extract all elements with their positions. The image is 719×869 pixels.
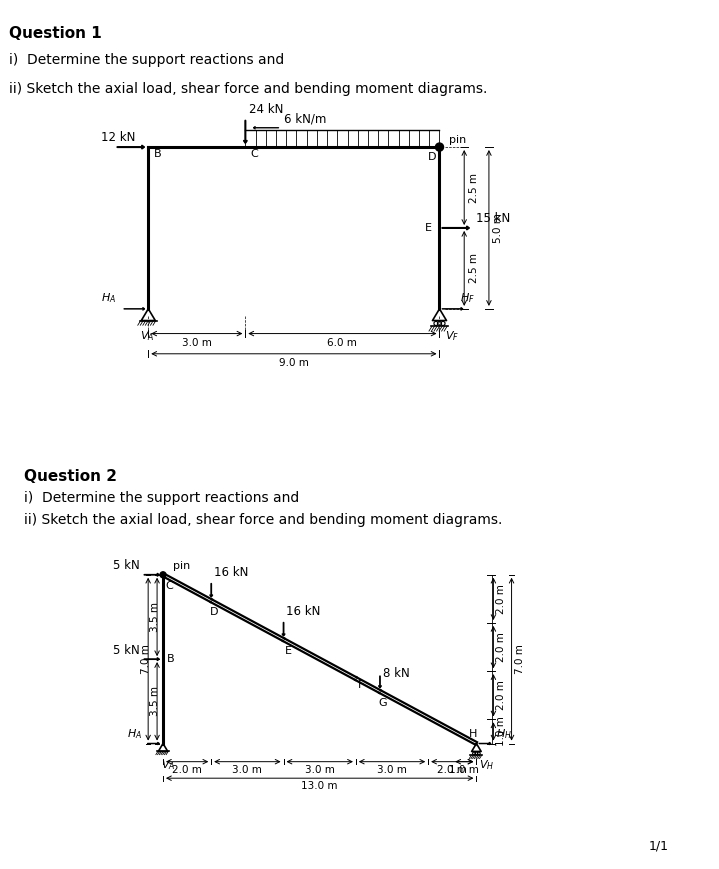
Text: 5 kN: 5 kN: [113, 644, 140, 656]
Text: pin: pin: [449, 135, 467, 145]
Text: 1.0 m: 1.0 m: [449, 765, 480, 775]
Text: B: B: [168, 654, 175, 664]
Text: E: E: [285, 647, 292, 656]
Text: $V_A$: $V_A$: [140, 329, 155, 343]
Text: H: H: [469, 728, 477, 739]
Text: 6 kN/m: 6 kN/m: [283, 112, 326, 125]
Text: i)  Determine the support reactions and: i) Determine the support reactions and: [24, 491, 300, 505]
Text: 2.0 m: 2.0 m: [496, 680, 506, 710]
Text: Question 1: Question 1: [9, 26, 101, 41]
Text: 16 kN: 16 kN: [286, 605, 321, 618]
Text: 2.0 m: 2.0 m: [437, 765, 467, 775]
Text: $H_A$: $H_A$: [127, 727, 142, 741]
Text: 3.0 m: 3.0 m: [232, 765, 262, 775]
Text: i)  Determine the support reactions and: i) Determine the support reactions and: [9, 53, 284, 67]
Text: 12 kN: 12 kN: [101, 131, 135, 144]
Text: 2.0 m: 2.0 m: [496, 584, 506, 614]
Text: C: C: [251, 149, 259, 159]
Text: 3.5 m: 3.5 m: [150, 602, 160, 632]
Text: 5.0 m: 5.0 m: [493, 213, 503, 243]
Text: D: D: [429, 152, 436, 163]
Text: 3.0 m: 3.0 m: [305, 765, 334, 775]
Text: 2.5 m: 2.5 m: [469, 254, 479, 283]
Text: B: B: [154, 149, 161, 159]
Text: 3.5 m: 3.5 m: [150, 687, 160, 716]
Text: Question 2: Question 2: [24, 469, 117, 484]
Text: $V_H$: $V_H$: [479, 759, 494, 773]
Text: 2.0 m: 2.0 m: [496, 632, 506, 662]
Text: 2.5 m: 2.5 m: [469, 173, 479, 202]
Text: $H_H$: $H_H$: [496, 727, 512, 741]
Text: 7.0 m: 7.0 m: [141, 644, 151, 674]
Text: 1.0 m: 1.0 m: [496, 717, 506, 746]
Text: E: E: [425, 223, 432, 233]
Text: 3.0 m: 3.0 m: [377, 765, 407, 775]
Text: 5 kN: 5 kN: [113, 559, 140, 572]
Text: 7.0 m: 7.0 m: [515, 644, 525, 674]
Text: 3.0 m: 3.0 m: [182, 338, 212, 348]
Text: $V_F$: $V_F$: [445, 329, 459, 343]
Text: 2.0 m: 2.0 m: [172, 765, 202, 775]
Circle shape: [160, 572, 166, 578]
Text: 24 kN: 24 kN: [249, 103, 283, 116]
Text: ii) Sketch the axial load, shear force and bending moment diagrams.: ii) Sketch the axial load, shear force a…: [9, 82, 487, 96]
Text: 9.0 m: 9.0 m: [279, 358, 309, 368]
Text: 13.0 m: 13.0 m: [301, 781, 338, 792]
Text: F: F: [357, 680, 364, 690]
Text: pin: pin: [173, 561, 191, 572]
Text: D: D: [209, 607, 218, 617]
Text: $V_A$: $V_A$: [161, 759, 175, 773]
Text: G: G: [378, 698, 387, 707]
Text: $H_F$: $H_F$: [459, 291, 475, 305]
Text: ii) Sketch the axial load, shear force and bending moment diagrams.: ii) Sketch the axial load, shear force a…: [24, 513, 503, 527]
Text: 6.0 m: 6.0 m: [327, 338, 357, 348]
Text: 1/1: 1/1: [649, 839, 668, 852]
Text: C: C: [165, 580, 173, 591]
Text: 16 kN: 16 kN: [214, 567, 248, 580]
Text: 15 kN: 15 kN: [476, 212, 510, 225]
Text: $H_A$: $H_A$: [101, 291, 116, 305]
Text: 8 kN: 8 kN: [383, 667, 410, 680]
Circle shape: [436, 143, 444, 151]
